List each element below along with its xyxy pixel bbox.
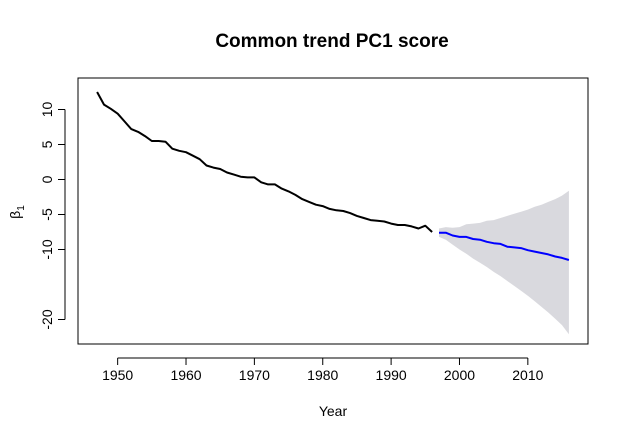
y-tick-label: -20	[39, 309, 55, 329]
x-axis: 1950 1960 1970 1980 1990 2000 2010	[102, 357, 544, 383]
y-axis-title-symbol: β	[7, 211, 23, 219]
x-tick-label: 1990	[376, 367, 407, 383]
forecast-series-line	[439, 231, 570, 261]
confidence-band	[439, 190, 569, 335]
x-tick-label: 1960	[170, 367, 201, 383]
series-layer	[96, 91, 570, 261]
y-tick-label: -5	[39, 208, 55, 221]
chart-title: Common trend PC1 score	[215, 31, 448, 52]
y-tick-label: -10	[39, 239, 55, 259]
x-tick-label: 1970	[239, 367, 270, 383]
y-tick-label: 5	[39, 140, 55, 148]
x-axis-title: Year	[319, 403, 348, 419]
y-axis-title: β1	[7, 205, 27, 219]
y-tick-label: 10	[39, 102, 55, 118]
plot-frame	[77, 77, 589, 345]
y-tick-label: 0	[39, 175, 55, 183]
y-axis-title-subscript: 1	[16, 205, 27, 211]
x-tick-label: 1980	[307, 367, 338, 383]
historical-series-line	[96, 91, 433, 233]
x-tick-label: 2010	[512, 367, 543, 383]
confidence-band-layer	[439, 190, 569, 335]
x-tick-label: 1950	[102, 367, 133, 383]
y-axis: 10 5 0 -5 -10 -20	[39, 102, 66, 330]
x-tick-label: 2000	[444, 367, 475, 383]
